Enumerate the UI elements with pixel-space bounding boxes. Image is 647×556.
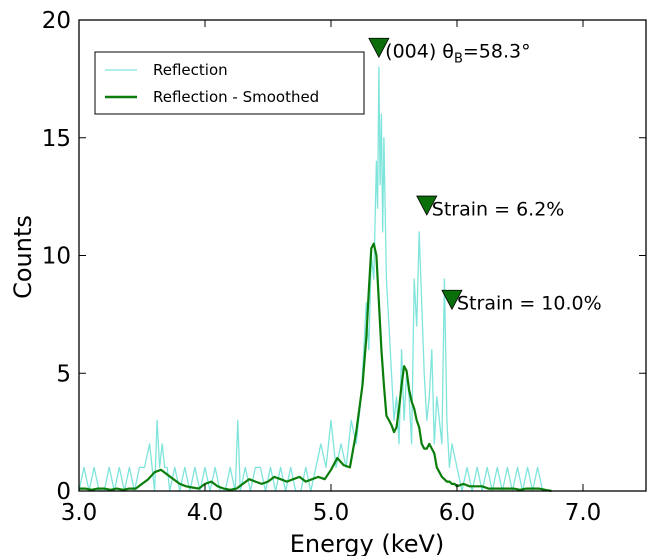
- annotation-bragg-label: (004) θB=58.3°: [385, 41, 530, 67]
- y-tick-label: 15: [42, 126, 71, 152]
- legend-label-smoothed: Reflection - Smoothed: [153, 88, 319, 106]
- x-tick-label: 3.0: [61, 500, 98, 526]
- annotation-marker: [368, 37, 390, 59]
- annotation-strain-label: Strain = 10.0%: [457, 293, 602, 315]
- y-tick-label: 5: [56, 361, 71, 387]
- y-tick-label: 20: [42, 8, 71, 34]
- y-tick-label: 0: [56, 479, 71, 505]
- x-tick-label: 4.0: [187, 500, 224, 526]
- annotation-marker: [416, 195, 438, 216]
- annotation-strain-label: Strain = 6.2%: [432, 198, 565, 220]
- legend-label-reflection: Reflection: [153, 61, 228, 79]
- y-tick-label: 10: [42, 244, 71, 270]
- x-axis-title: Energy (keV): [290, 530, 445, 556]
- series-line-reflection-smoothed: [79, 242, 552, 493]
- y-axis-title: Counts: [9, 215, 37, 299]
- series-line-reflection: [78, 66, 548, 492]
- plot-area: 3.0 4.0 5.0 6.0 7.0 0 5 10 15 20 (004) θB=58.3° Str…: [42, 8, 647, 526]
- x-tick-label: 6.0: [439, 500, 476, 526]
- legend: Reflection Reflection - Smoothed: [94, 51, 365, 115]
- x-tick-label: 7.0: [565, 500, 602, 526]
- annotation-marker: [441, 289, 463, 311]
- legend-box: [94, 51, 365, 115]
- x-tick-label: 5.0: [313, 500, 350, 526]
